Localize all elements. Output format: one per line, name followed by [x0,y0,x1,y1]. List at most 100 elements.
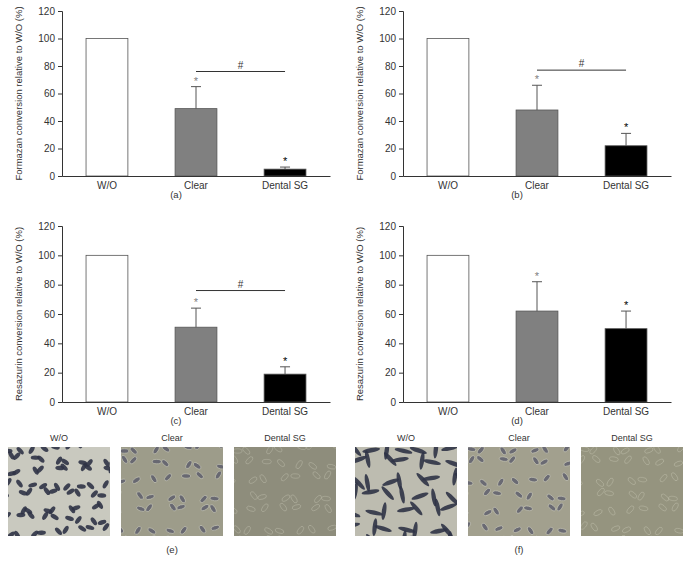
cell-texture [364,474,372,492]
cell-texture [74,515,83,525]
tick-label: 100 [379,33,396,44]
axis-line [63,176,331,177]
plot-area [427,39,647,177]
panel-caption: (c) [170,415,181,426]
plot-area [427,255,647,402]
micrograph-background [234,447,336,536]
image-panel: W/OClearDental SG(e) [0,433,355,555]
cell-texture [176,504,186,511]
tick-label: 100 [38,250,55,261]
tick-label: Dental SG [603,180,649,191]
cell-texture [194,447,203,451]
y-tick: 100 [379,33,403,44]
cell-texture [677,535,683,536]
cell-texture [262,459,271,464]
cell-texture [380,485,395,501]
cell-texture [121,449,129,453]
cell-texture [492,506,501,516]
cell-texture [83,463,93,472]
cell-texture [25,487,34,497]
tick-label: 60 [385,88,397,99]
cell-texture [451,467,457,485]
cell-texture [670,472,678,482]
error-line [626,133,627,145]
cell-texture [234,454,239,464]
y-axis-title: Formazan conversion relative to W/O (%) [13,6,24,180]
x-tick: Dental SG [262,176,308,191]
cell-texture [528,477,537,482]
y-tick: 40 [385,338,403,349]
cell-texture [266,447,274,455]
cell-texture [259,474,267,484]
significance-label: # [579,58,585,69]
cell-texture [131,476,141,485]
tick-mark [399,121,403,122]
significance-marker: * [535,73,540,85]
cell-texture [198,524,207,534]
error-bar [280,367,290,374]
cell-texture [297,447,307,450]
cell-texture [330,447,336,449]
tick-label: W/O [438,406,458,417]
x-tick: Clear [525,176,550,191]
significance-marker: * [283,155,288,167]
tick-label: 0 [390,171,396,182]
cell-texture [374,524,392,533]
y-tick: 80 [44,61,62,72]
tick-mark [58,402,62,403]
cell-texture [541,447,550,454]
cell-texture [475,455,485,464]
image-label: Clear [508,433,530,443]
cell-texture [36,454,46,463]
axis-line [58,227,63,403]
cell-texture [422,475,440,482]
cell-texture [556,502,564,512]
tick-mark [58,121,62,122]
micrograph [355,447,457,536]
cell-texture [260,503,269,513]
tick-mark [399,373,403,374]
cell-texture [362,447,380,454]
tick-mark [399,39,403,40]
x-axis: W/OClearDental SG [63,176,331,191]
x-tick: W/O [438,176,458,191]
panel-caption: (d) [511,415,523,426]
cell-texture [427,535,446,536]
tick-label: Clear [525,180,550,191]
cell-texture [609,456,618,462]
tick-mark [58,94,62,95]
cell-texture [626,505,635,515]
cell-texture [581,455,586,465]
y-axis: 020406080100120 [38,6,62,182]
y-axis-title: Resazurin conversion relative to W/O (%) [354,227,365,401]
tick-mark [399,402,403,403]
y-tick: 0 [49,171,62,182]
error-line [196,308,197,327]
bar [86,255,128,402]
cell-texture [8,534,16,536]
cell-texture [412,521,419,536]
y-tick: 20 [44,143,62,154]
cell-texture [604,490,614,496]
y-tick: 120 [38,221,62,232]
tick-label: 100 [38,33,55,44]
axis-line [63,402,331,403]
cell-texture [214,470,222,480]
cell-texture [409,500,424,516]
axis-line [58,12,63,177]
x-axis: W/OClearDental SG [404,402,672,417]
axis-line [399,227,404,403]
tick-label: 20 [44,143,56,154]
cell-texture [152,447,160,455]
cell-texture [145,503,154,513]
tick-mark [399,11,403,12]
cell-texture [136,505,146,512]
cell-texture [440,522,455,536]
image-label: W/O [50,433,68,443]
cell-texture [401,530,408,536]
x-tick: Dental SG [262,402,308,417]
bar [605,146,647,176]
cell-texture [468,521,472,531]
cell-texture [16,513,25,518]
cell-texture [327,464,336,470]
